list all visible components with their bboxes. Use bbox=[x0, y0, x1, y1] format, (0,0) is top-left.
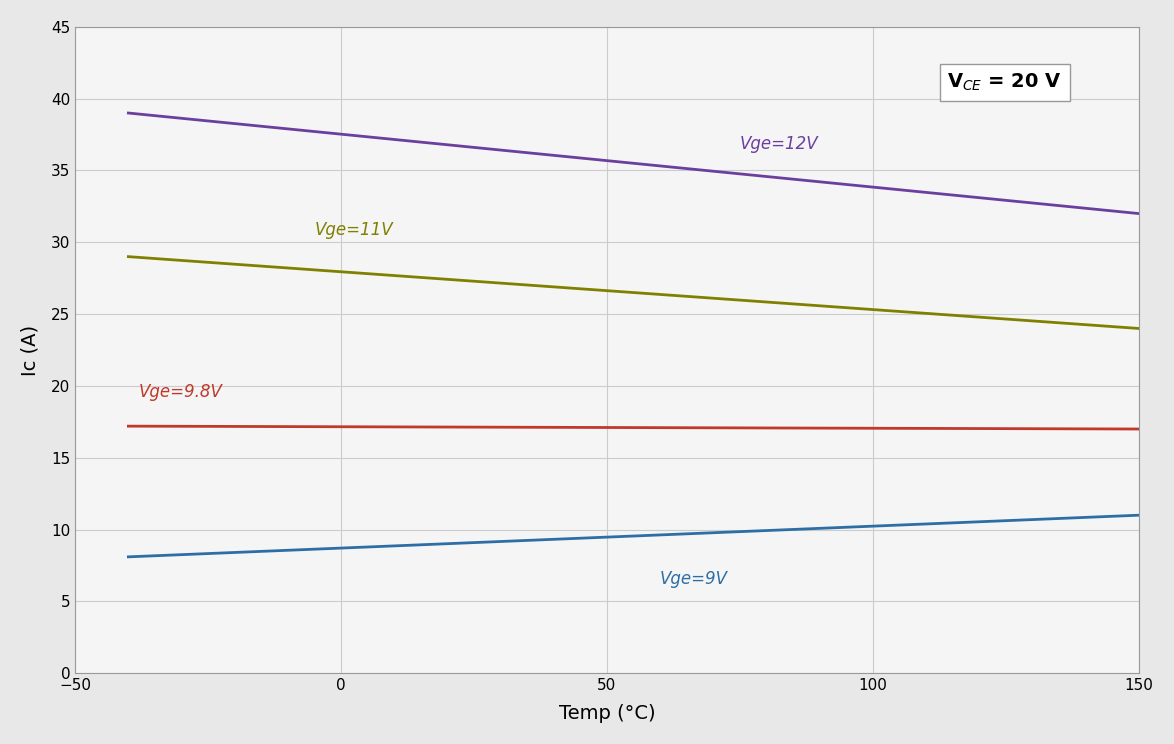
Text: Vge=12V: Vge=12V bbox=[740, 135, 818, 153]
Y-axis label: Ic (A): Ic (A) bbox=[21, 324, 40, 376]
Text: Vge=9.8V: Vge=9.8V bbox=[139, 383, 223, 402]
X-axis label: Temp (°C): Temp (°C) bbox=[559, 704, 655, 723]
Text: Vge=11V: Vge=11V bbox=[315, 221, 393, 239]
Text: Vge=9V: Vge=9V bbox=[660, 570, 728, 589]
Text: V$_{CE}$ = 20 V: V$_{CE}$ = 20 V bbox=[947, 72, 1062, 94]
